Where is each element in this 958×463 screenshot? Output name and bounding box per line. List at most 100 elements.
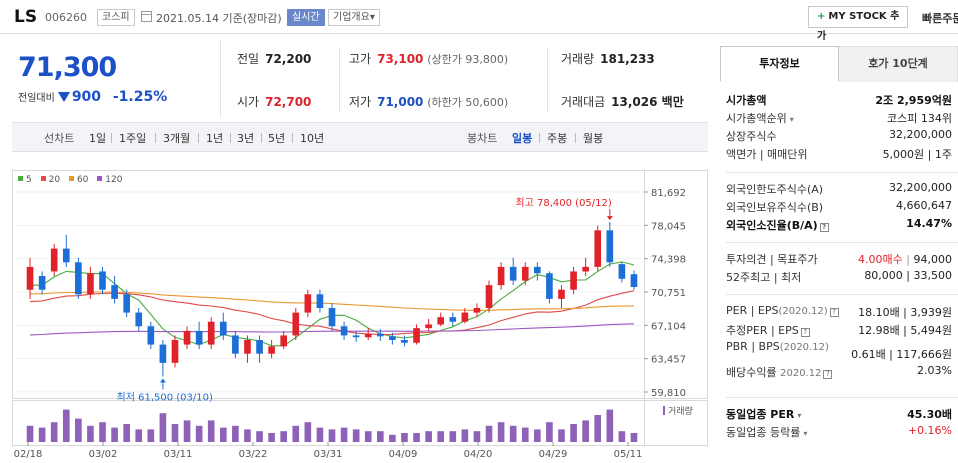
add-mystock-label: MY STOCK 추가 [817,11,900,42]
legend-5: 5 [26,175,32,185]
volume-bar [328,429,336,442]
per-row: PER | EPS(2020.12)? 18.10배 | 3,939원 [726,302,958,320]
price-chart[interactable]: 81,692 78,045 74,398 70,751 67,104 63,457 59,8… [12,170,708,463]
week52-label: 52주최고 | 최저 [726,271,802,284]
volume: 거래량 181,233 [561,50,655,67]
tab-orderbook-10[interactable]: 호가 10단계 [839,46,958,82]
x-tick-label: 04/09 [389,449,418,460]
candle-body [437,317,445,325]
chevron-down-icon: ▾ [369,12,375,23]
volume-legend-swatch [663,406,665,415]
chart-frame [12,170,708,399]
candle-body [304,294,312,313]
volume-bar [38,427,46,442]
open-price: 시가 72,700 [237,93,311,110]
volume-bar [340,427,348,442]
legend-60: 60 [76,175,89,185]
y-tick-label: 81,692 [651,188,686,199]
realtime-badge[interactable]: 실시간 [287,9,325,26]
company-overview-button[interactable]: 기업개요▾ [328,9,380,26]
volume-bar [268,433,275,442]
period-10y[interactable]: 10년 [300,132,325,145]
period-1w[interactable]: 1주일 [119,132,147,145]
volume-bar [26,425,34,442]
volume-bar [232,425,239,442]
volume-bar [123,424,130,442]
y-tick-label: 70,751 [651,288,686,299]
volume-bar [75,418,82,442]
period-3y[interactable]: 3년 [237,132,255,145]
help-icon[interactable]: ? [800,328,810,337]
volume-bar [62,409,70,442]
foreign-holding-row: 외국인보유주식수(B) 4,660,647 [726,197,958,215]
listed-shares-label: 상장주식수 [726,130,777,143]
divider [198,133,199,143]
lower-limit: (하한가 50,600) [427,96,509,109]
help-icon[interactable]: ? [819,223,829,232]
par-value-value: 5,000원 | 1주 [882,148,952,161]
upper-limit: (상한가 93,800) [427,53,509,66]
listed-shares-value: 32,200,000 [889,128,952,141]
sector-rate-value: +0.16% [907,424,952,437]
volume-bar [546,422,553,442]
market-cap-rank-row[interactable]: 시가총액순위 ▾ 코스피 134위 [726,108,958,126]
help-icon[interactable]: ? [829,308,839,317]
volume-value: 181,233 [600,52,655,66]
pbr-row: PBR | BPS(2020.12) 0.61배 | 117,666원 [726,338,958,362]
volume-bar [509,425,517,442]
tab-investment-info[interactable]: 투자정보 [720,46,839,82]
sector-per-label: 동일업종 PER [726,408,795,421]
investment-info-panel: 투자정보 호가 10단계 시가총액 2조 2,959억원 시가총액순위 ▾ 코스피 1… [720,46,958,463]
foreign-ratio-label: 외국인소진율(B/A) [726,219,818,232]
divider [155,133,156,143]
candle-body [473,308,481,313]
sector-rate-label: 동일업종 등락률 [726,426,801,439]
volume-bar [352,429,360,442]
low-annotation: 최저 61,500 (03/10) [117,392,213,404]
period-1d[interactable]: 1일 [89,132,107,145]
info-tabs: 투자정보 호가 10단계 [720,46,958,82]
period-1y[interactable]: 1년 [206,132,224,145]
foreign-ratio-value: 14.47% [906,217,952,230]
period-3m[interactable]: 3개월 [163,132,191,145]
add-mystock-button[interactable]: + MY STOCK 추가 [808,6,908,42]
candle-weekly[interactable]: 주봉 [547,132,568,145]
change-label: 전일대비 [18,93,55,104]
quick-order-button[interactable]: 빠른주문 [922,12,958,25]
candle-body [292,312,300,336]
volume-bar [437,431,445,442]
sector-rate-row: 동일업종 등락률 ▾ +0.16% [726,422,958,440]
est-per-row: 추정PER | EPS? 12.98배 | 5,494원 [726,320,958,338]
volume-bar [473,431,481,442]
candle-daily[interactable]: 일봉 [512,132,533,145]
calendar-icon [141,11,152,22]
prev-close-value: 72,200 [265,52,312,66]
candle-body [147,326,155,345]
candle-body [497,266,505,286]
candle-body [183,330,191,345]
high-arrow-head [606,216,613,221]
sector-section: 동일업종 PER ▾ 45.30배 동일업종 등락률 ▾ +0.16% [726,404,958,444]
amount-value: 13,026 백만 [611,95,684,109]
volume-bar [618,431,626,442]
volume-bar [558,429,565,442]
stock-name: LS [14,7,38,27]
stock-code: 006260 [45,11,87,24]
candle-monthly[interactable]: 월봉 [583,132,604,145]
x-tick-label: 02/18 [14,449,43,460]
market-cap-label: 시가총액 [726,94,767,107]
help-icon[interactable]: ? [823,370,833,379]
volume-bar [389,434,396,442]
low-value: 71,000 [377,95,424,109]
volume-bar [364,431,372,442]
volume-bar [195,425,203,442]
low-price: 저가 71,000 (하한가 50,600) [349,93,508,110]
divider [575,133,576,143]
target-price-label: 투자의견 | 목표주가 [726,253,818,266]
candle-body [232,335,239,354]
per-label: PER | EPS [726,304,779,317]
period-5y[interactable]: 5년 [268,132,286,145]
candle-body [521,266,529,281]
investment-opinion: 4.00매수 [858,253,903,266]
change-amount: 900 [71,89,102,105]
